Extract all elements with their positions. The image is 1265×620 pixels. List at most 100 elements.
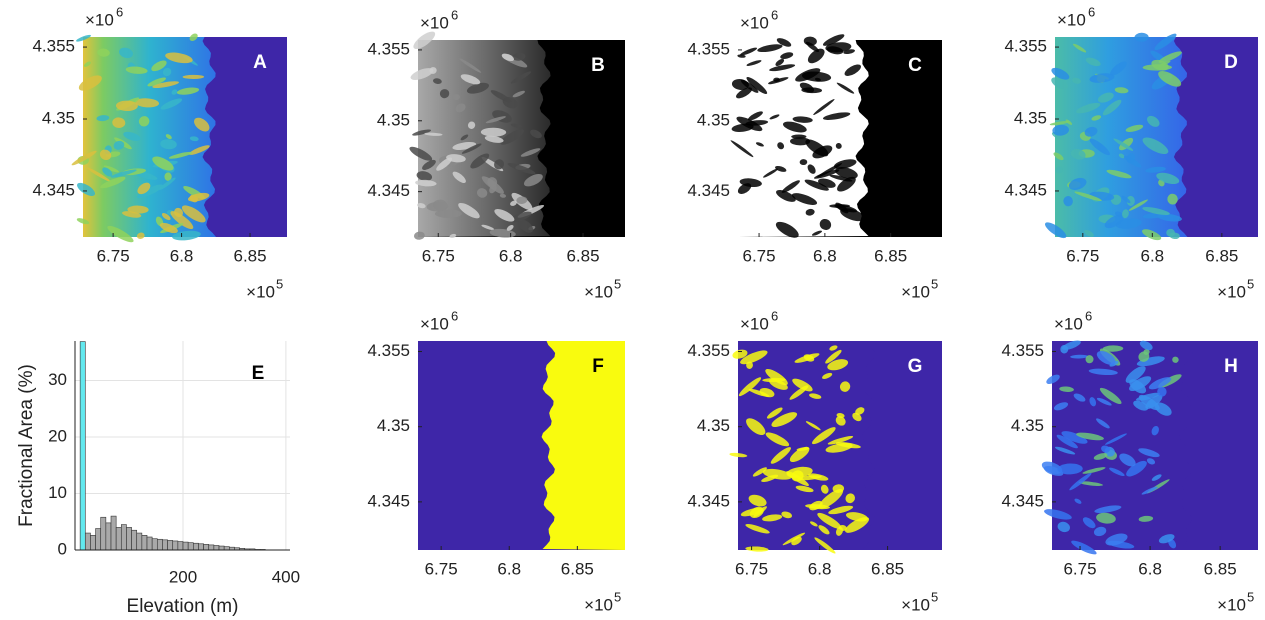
histogram-bar — [90, 535, 95, 550]
x-tick-label: 6.8 — [1141, 246, 1165, 265]
histogram-bar — [111, 516, 116, 550]
y-multiplier: ×10 — [85, 10, 114, 29]
histogram-bar — [198, 544, 203, 550]
x-multiplier: ×10 — [901, 282, 930, 301]
x-tick-label: 6.8 — [170, 246, 194, 265]
x-exponent: 5 — [614, 589, 621, 604]
x-tick-label: 6.8 — [499, 246, 523, 265]
y-tick-label: 4.35 — [377, 416, 410, 435]
x-tick-label: 200 — [169, 567, 197, 586]
y-tick-label: 4.345 — [367, 181, 410, 200]
x-tick-label: 6.75 — [1066, 246, 1099, 265]
y-exponent: 6 — [771, 308, 778, 323]
x-tick-label: 6.85 — [1204, 559, 1237, 578]
histogram-bar — [224, 547, 229, 550]
y-exponent: 6 — [451, 7, 458, 22]
y-multiplier: ×10 — [740, 13, 769, 32]
y-exponent: 6 — [451, 308, 458, 323]
histogram-bar — [142, 535, 147, 550]
y-tick-label: 4.35 — [1014, 108, 1047, 127]
y-tick-label: 4.355 — [687, 39, 730, 58]
y-tick-label: 0 — [58, 539, 67, 558]
histogram-bar — [101, 517, 106, 550]
x-tick-label: 6.85 — [566, 246, 599, 265]
x-multiplier: ×10 — [584, 595, 613, 614]
y-exponent: 6 — [1088, 4, 1095, 19]
y-tick-label: 4.355 — [32, 37, 75, 56]
y-exponent: 6 — [116, 4, 123, 19]
y-multiplier: ×10 — [1057, 10, 1086, 29]
histogram-bar — [157, 539, 162, 550]
figure: 6.756.86.854.3454.354.355×106×105A6.756.… — [0, 0, 1265, 620]
x-tick-label: 6.85 — [1205, 246, 1238, 265]
histogram-bar — [204, 544, 209, 550]
histogram-bar — [168, 540, 173, 550]
x-exponent: 5 — [1247, 589, 1254, 604]
x-axis-label: Elevation (m) — [127, 596, 239, 617]
y-tick-label: 4.35 — [1011, 416, 1044, 435]
panel-label: B — [591, 55, 605, 76]
histogram-bar — [126, 527, 131, 550]
x-multiplier: ×10 — [901, 595, 930, 614]
histogram-bar — [193, 543, 198, 550]
histogram-bar — [162, 540, 167, 550]
histogram-bar — [137, 533, 142, 550]
y-exponent: 6 — [1085, 308, 1092, 323]
y-tick-label: 4.35 — [697, 416, 730, 435]
panel-label: G — [908, 356, 923, 377]
x-tick-label: 6.75 — [425, 559, 458, 578]
x-exponent: 5 — [931, 276, 938, 291]
y-multiplier: ×10 — [1054, 314, 1083, 333]
y-tick-label: 4.345 — [1001, 491, 1044, 510]
histogram-bar — [147, 537, 152, 550]
y-tick-label: 10 — [48, 483, 67, 502]
x-tick-label: 6.8 — [813, 246, 837, 265]
histogram-bar — [173, 541, 178, 550]
x-tick-label: 6.75 — [743, 246, 776, 265]
y-tick-label: 4.345 — [687, 491, 730, 510]
histogram-bar — [106, 523, 111, 550]
x-tick-label: 6.8 — [808, 559, 832, 578]
y-tick-label: 20 — [48, 427, 67, 446]
histogram-bar — [214, 545, 219, 550]
x-multiplier: ×10 — [584, 282, 613, 301]
x-tick-label: 400 — [272, 567, 300, 586]
y-tick-label: 30 — [48, 370, 67, 389]
y-tick-label: 4.345 — [32, 180, 75, 199]
y-tick-label: 4.345 — [1004, 180, 1047, 199]
y-tick-label: 4.35 — [377, 110, 410, 129]
x-multiplier: ×10 — [1217, 595, 1246, 614]
y-axis-label: Fractional Area (%) — [16, 364, 37, 527]
panel-label: H — [1224, 356, 1238, 377]
x-tick-label: 6.75 — [735, 559, 768, 578]
panel-label: F — [592, 356, 604, 377]
x-tick-label: 6.75 — [1063, 559, 1096, 578]
x-tick-label: 6.8 — [497, 559, 521, 578]
histogram-bar — [178, 542, 183, 550]
x-exponent: 5 — [931, 589, 938, 604]
panel-label: D — [1224, 52, 1238, 73]
histogram-bar — [152, 539, 157, 550]
y-tick-label: 4.345 — [687, 181, 730, 200]
histogram-bar — [80, 342, 85, 550]
histogram-bar — [183, 542, 188, 550]
x-tick-label: 6.75 — [422, 246, 455, 265]
histogram-bar — [121, 525, 126, 550]
panel-label: E — [252, 363, 265, 384]
x-multiplier: ×10 — [246, 282, 275, 301]
histogram-bar — [85, 533, 90, 550]
y-multiplier: ×10 — [420, 13, 449, 32]
y-tick-label: 4.355 — [367, 341, 410, 360]
histogram-bar — [219, 546, 224, 550]
histogram-bar — [188, 543, 193, 550]
histogram-bar — [209, 545, 214, 550]
y-exponent: 6 — [771, 7, 778, 22]
y-multiplier: ×10 — [740, 314, 769, 333]
histogram-bar — [132, 530, 137, 550]
y-tick-label: 4.355 — [1001, 341, 1044, 360]
y-tick-label: 4.355 — [367, 39, 410, 58]
y-tick-label: 4.345 — [367, 491, 410, 510]
y-multiplier: ×10 — [420, 314, 449, 333]
x-exponent: 5 — [614, 276, 621, 291]
x-exponent: 5 — [1247, 276, 1254, 291]
